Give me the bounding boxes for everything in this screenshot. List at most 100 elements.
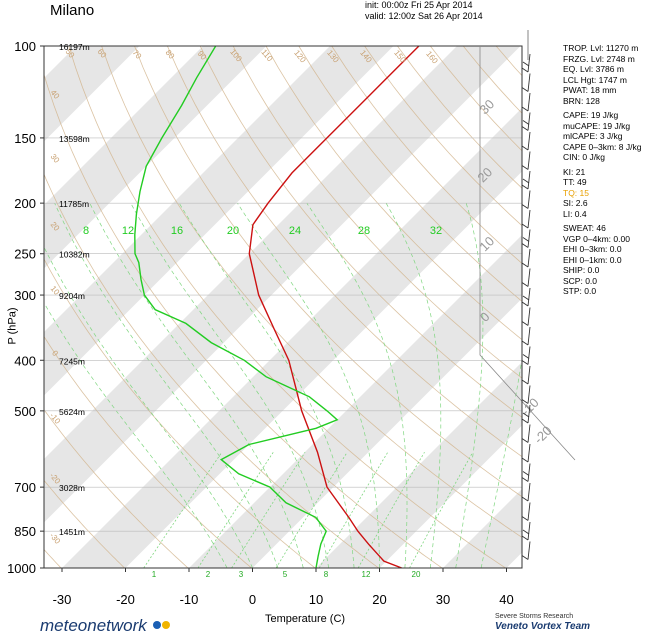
mixing-ratio-label: 3 bbox=[239, 570, 244, 579]
indices-group: TROP. Lvl: 11270 m FRZG. Lvl: 2748 m EQ. L… bbox=[563, 43, 641, 106]
temp-tick-label: 0 bbox=[249, 592, 256, 607]
moist-adiabat bbox=[237, 202, 380, 568]
indices-group: KI: 21 TT: 49 TQ: 15 SI: 2.6 LI: 0.4 bbox=[563, 167, 641, 220]
index-row: BRN: 128 bbox=[563, 95, 600, 106]
moist-adiabat bbox=[455, 203, 484, 568]
pressure-tick-label: 300 bbox=[14, 288, 36, 303]
temp-tick-label: -30 bbox=[53, 592, 72, 607]
dry-adiabat bbox=[331, 46, 522, 568]
valid-time: valid: 12:00z Sat 26 Apr 2014 bbox=[365, 11, 483, 21]
dry-adiabat bbox=[167, 46, 522, 568]
wind-barb-icon bbox=[521, 521, 531, 541]
y-axis-label: P (hPa) bbox=[6, 307, 19, 345]
index-row: EHI 0–3km: 0.0 bbox=[563, 244, 622, 254]
index-row: TT: 49 bbox=[563, 177, 587, 187]
credit-block: Severe Storms Research Veneto Vortex Tea… bbox=[495, 612, 590, 632]
wind-barb-icon bbox=[521, 287, 531, 307]
credit-big: Veneto Vortex Team bbox=[495, 621, 591, 632]
height-label: 9204m bbox=[59, 291, 85, 301]
pressure-tick-label: 400 bbox=[14, 353, 36, 368]
index-row: SI: 2.6 bbox=[563, 198, 588, 208]
height-label: 13598m bbox=[59, 134, 90, 144]
wind-barb-icon bbox=[521, 73, 531, 92]
wind-barb-icon bbox=[521, 463, 531, 482]
temp-tick-label: 30 bbox=[436, 592, 450, 607]
index-row: TROP. Lvl: 11270 m bbox=[563, 43, 639, 53]
isotherm-band bbox=[62, 46, 522, 568]
wind-barb-icon bbox=[521, 424, 531, 443]
indices-group: SWEAT: 46 VGP 0–4km: 0.00 EHI 0–3km: 0.0 EH… bbox=[563, 223, 641, 297]
height-label: 10382m bbox=[59, 250, 90, 260]
meteonetwork-logo: meteonetwork bbox=[40, 616, 172, 636]
dry-adiabat bbox=[44, 46, 266, 568]
dry-adiabat-label: 120 bbox=[292, 48, 308, 64]
index-row: EHI 0–1km: 0.0 bbox=[563, 254, 622, 265]
index-row: CIN: 0 J/kg bbox=[563, 152, 606, 162]
wind-barb-icon bbox=[521, 443, 531, 463]
index-row: SCP: 0.0 bbox=[563, 275, 598, 286]
isotherm-band bbox=[316, 46, 522, 568]
index-row: PWAT: 18 mm bbox=[563, 85, 617, 95]
dry-adiabat-label: 30 bbox=[49, 152, 62, 165]
moist-adiabat bbox=[89, 202, 304, 568]
isotherm-band bbox=[44, 46, 267, 568]
moist-adiabat bbox=[44, 202, 228, 568]
moist-adiabat bbox=[306, 202, 408, 568]
index-row: VGP 0–4km: 0.00 bbox=[563, 233, 630, 244]
pressure-tick-label: 150 bbox=[14, 131, 36, 146]
wind-barb-icon bbox=[521, 112, 531, 131]
mixing-ratio-line bbox=[409, 452, 474, 568]
isotherm-label: -20 bbox=[531, 423, 555, 447]
wind-barb-icon bbox=[521, 170, 531, 190]
index-row: LCL Hgt: 1747 m bbox=[563, 74, 627, 85]
height-label: 7245m bbox=[59, 356, 85, 366]
x-axis-label: Temperature (C) bbox=[265, 613, 346, 625]
isotherm-band bbox=[189, 46, 522, 568]
pressure-tick-label: 200 bbox=[14, 196, 36, 211]
dewpoint-profile bbox=[134, 46, 339, 568]
wind-barb-icon bbox=[521, 151, 531, 170]
mixing-ratio-line bbox=[231, 451, 306, 568]
wind-barb-icon bbox=[521, 268, 531, 287]
isotherm-band bbox=[44, 46, 394, 568]
wind-barb-icon bbox=[521, 92, 531, 112]
pressure-tick-label: 850 bbox=[14, 524, 36, 539]
wind-barb-icon bbox=[521, 248, 531, 268]
dry-adiabat-label: 0 bbox=[50, 349, 60, 359]
dry-adiabat-label: 80 bbox=[164, 48, 177, 61]
wetbulb-label: 8 bbox=[83, 225, 89, 237]
wind-barb-icon bbox=[521, 365, 531, 385]
index-row: EQ. Lvl: 3786 m bbox=[563, 64, 624, 74]
wind-barb-icon bbox=[521, 229, 531, 248]
mixing-ratio-label: 12 bbox=[362, 570, 371, 579]
isotherm-label: 30 bbox=[476, 96, 497, 117]
dry-adiabat bbox=[44, 46, 394, 568]
height-label: 1451m bbox=[59, 527, 85, 537]
wind-barb-icon bbox=[521, 404, 531, 424]
plot-area bbox=[44, 46, 522, 568]
isotherm-label: 10 bbox=[476, 233, 497, 254]
index-row: CAPE 0–3km: 8 J/kg bbox=[563, 141, 642, 152]
wind-barb-icon bbox=[521, 190, 531, 209]
index-row: STP: 0.0 bbox=[563, 286, 597, 296]
height-label: 16197m bbox=[59, 42, 90, 52]
dry-adiabat bbox=[232, 46, 522, 568]
wind-barb-icon bbox=[521, 326, 531, 346]
wind-barb-icon bbox=[521, 131, 531, 151]
wind-barb-icon bbox=[521, 482, 531, 502]
pressure-tick-label: 500 bbox=[14, 404, 36, 419]
index-row: mlCAPE: 3 J/kg bbox=[563, 131, 623, 141]
wind-barb-icon bbox=[521, 53, 531, 73]
wind-barb-icon bbox=[521, 307, 531, 326]
mixing-ratio-label: 5 bbox=[283, 570, 288, 579]
wetbulb-label: 28 bbox=[358, 225, 370, 237]
pressure-tick-label: 250 bbox=[14, 247, 36, 262]
wind-barb-icon bbox=[521, 502, 531, 521]
mixing-ratio-label: 8 bbox=[324, 570, 329, 579]
index-row: LI: 0.4 bbox=[563, 208, 587, 219]
index-row: SHIP: 0.0 bbox=[563, 265, 600, 275]
dry-adiabat bbox=[44, 46, 459, 568]
mixing-ratio-line bbox=[197, 451, 274, 568]
moist-adiabat bbox=[44, 202, 253, 568]
station-title: Milano bbox=[50, 2, 95, 19]
